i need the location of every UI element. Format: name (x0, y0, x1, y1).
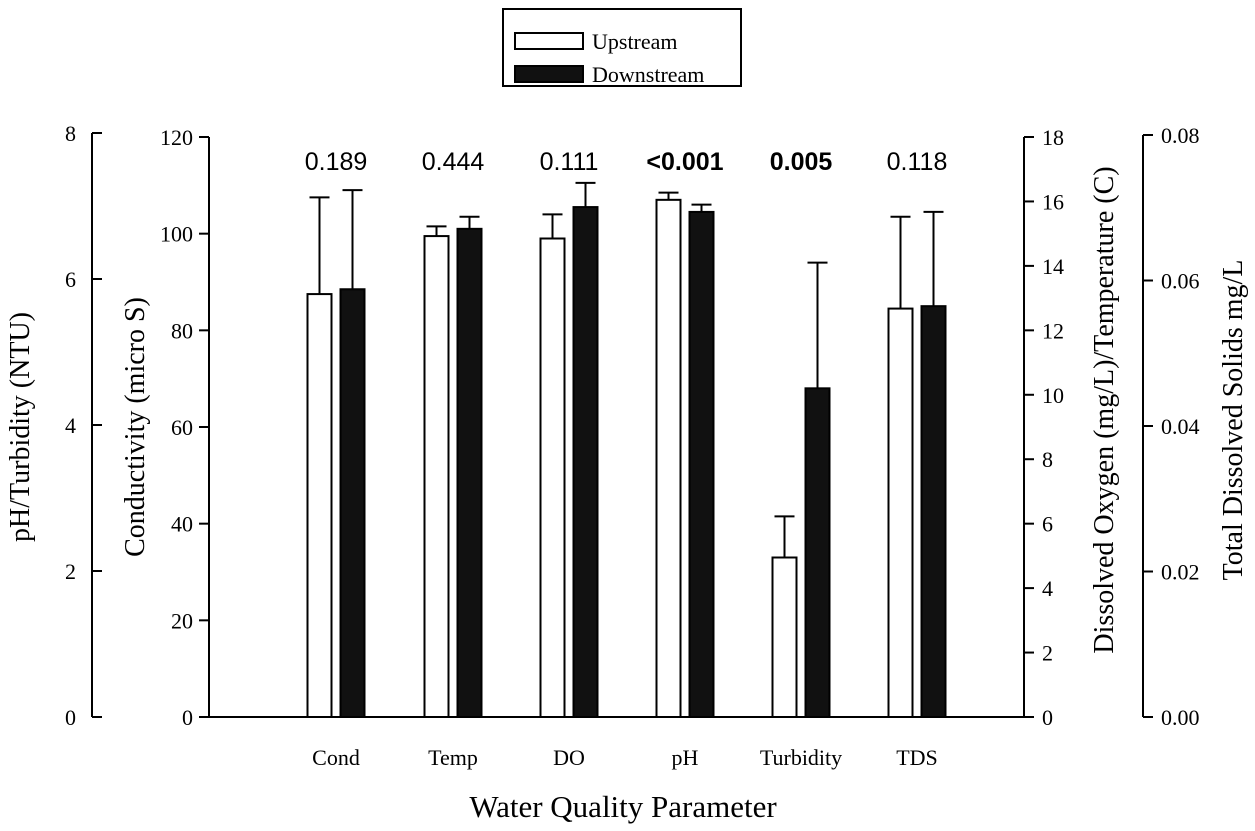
ph-tick-label: 8 (65, 121, 76, 146)
downstream-bar-tds (920, 305, 947, 718)
downstream-bar-turbidity (804, 387, 831, 718)
ph-turbidity-axis-title: pH/Turbidity (NTU) (5, 312, 36, 542)
tds-tick-label: 0.06 (1161, 269, 1200, 294)
legend-swatch-downstream (514, 65, 584, 83)
p-value-cond: 0.189 (305, 148, 368, 176)
legend: Upstream Downstream (502, 8, 742, 87)
conductivity-tick-label: 0 (182, 705, 193, 730)
do-temperature-tick-label: 18 (1042, 125, 1064, 150)
conductivity-tick-label: 120 (160, 125, 193, 150)
category-label-ph: pH (672, 745, 699, 770)
conductivity-tick-label: 80 (171, 318, 193, 343)
do-temperature-tick-label: 16 (1042, 189, 1064, 214)
p-value-tds: 0.118 (887, 148, 948, 176)
downstream-bar-do (572, 206, 599, 718)
do-temperature-tick-label: 4 (1042, 576, 1053, 601)
category-label-do: DO (553, 745, 585, 770)
do-temperature-tick-label: 14 (1042, 254, 1064, 279)
do-temperature-axis-ticks: 0 2 4 6 8 10 12 14 16 18 (1024, 125, 1064, 730)
tds-tick-label: 0.02 (1161, 560, 1200, 585)
conductivity-tick-label: 20 (171, 608, 193, 633)
category-label-tds: TDS (896, 745, 938, 770)
ph-tick-label: 2 (65, 559, 76, 584)
do-temperature-tick-label: 2 (1042, 641, 1053, 666)
p-value-turbidity: 0.005 (770, 148, 833, 176)
x-axis-title: Water Quality Parameter (469, 789, 777, 824)
do-temperature-tick-label: 12 (1042, 318, 1064, 343)
conductivity-tick-label: 60 (171, 415, 193, 440)
upstream-bar-ph (655, 198, 682, 719)
tds-tick-label: 0.04 (1161, 414, 1200, 439)
category-label-cond: Cond (312, 745, 360, 770)
p-value-temp: 0.444 (422, 148, 485, 176)
conductivity-axis-ticks: 0 20 40 60 80 100 120 (160, 125, 209, 730)
upstream-bar-tds (887, 307, 914, 718)
p-value-ph: <0.001 (646, 148, 723, 176)
do-temperature-tick-label: 8 (1042, 447, 1053, 472)
do-temperature-tick-label: 6 (1042, 512, 1053, 537)
ph-axis-ticks: 0 2 4 6 8 (65, 121, 102, 730)
tds-axis-title: Total Dissolved Solids mg/L (1218, 260, 1249, 581)
do-temperature-tick-label: 0 (1042, 705, 1053, 730)
bars (306, 198, 947, 719)
legend-label-upstream: Upstream (592, 29, 678, 54)
category-label-temp: Temp (428, 745, 478, 770)
ph-tick-label: 0 (65, 705, 76, 730)
upstream-bar-turbidity (771, 556, 798, 718)
error-bars (309, 181, 944, 558)
ph-tick-label: 4 (65, 413, 76, 438)
category-labels: Cond Temp DO pH Turbidity TDS (312, 745, 938, 770)
upstream-bar-temp (423, 235, 450, 718)
do-temperature-axis-title: Dissolved Oxygen (mg/L)/Temperature (C) (1089, 166, 1120, 653)
downstream-bar-ph (688, 210, 715, 719)
category-label-turbidity: Turbidity (760, 745, 842, 770)
p-value-labels: 0.189 0.444 0.111 <0.001 0.005 0.118 (305, 148, 948, 176)
conductivity-tick-label: 100 (160, 222, 193, 247)
conductivity-tick-label: 40 (171, 512, 193, 537)
upstream-bar-do (539, 237, 566, 718)
legend-swatch-upstream (514, 32, 584, 50)
do-temperature-tick-label: 10 (1042, 383, 1064, 408)
tds-tick-label: 0.08 (1161, 123, 1200, 148)
downstream-bar-temp (456, 227, 483, 718)
legend-label-downstream: Downstream (592, 62, 704, 87)
conductivity-axis-title: Conductivity (micro S) (120, 297, 151, 557)
p-value-do: 0.111 (540, 148, 599, 176)
ph-tick-label: 6 (65, 267, 76, 292)
upstream-bar-cond (306, 293, 333, 718)
tds-tick-label: 0.00 (1161, 705, 1200, 730)
downstream-bar-cond (339, 288, 366, 718)
tds-axis-ticks: 0.00 0.02 0.04 0.06 0.08 (1143, 123, 1200, 730)
